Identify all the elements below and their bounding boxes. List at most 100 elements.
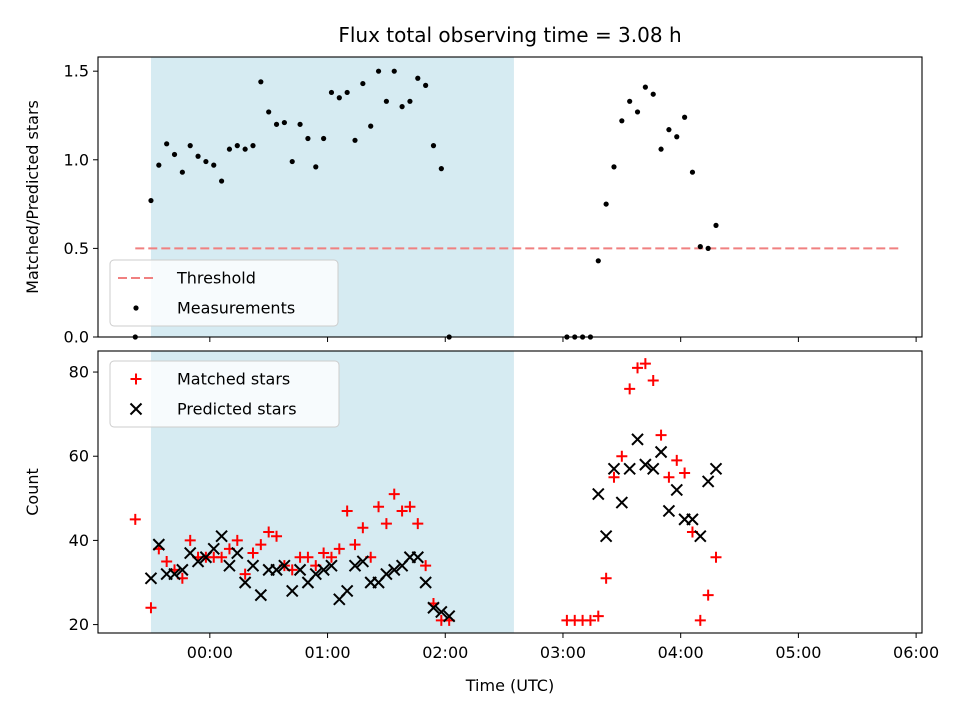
data-point [187, 143, 193, 149]
data-point [348, 559, 362, 572]
data-point [321, 135, 327, 142]
data-point [655, 429, 667, 441]
data-point [250, 143, 256, 149]
data-point [710, 551, 722, 563]
data-point [219, 178, 225, 184]
data-point [325, 559, 338, 572]
data-point [145, 602, 157, 614]
data-point [161, 555, 173, 567]
data-point [662, 504, 676, 518]
data-point [373, 501, 385, 513]
data-point [263, 526, 275, 538]
data-point [317, 563, 330, 577]
data-point [419, 576, 432, 589]
data-point [375, 68, 382, 74]
data-point [184, 534, 196, 546]
legend-predicted-swatch [129, 402, 143, 416]
data-point [246, 559, 260, 572]
data-point [595, 258, 601, 264]
data-point [607, 462, 621, 476]
data-point [650, 91, 656, 97]
data-point [148, 197, 154, 204]
data-point [254, 588, 268, 602]
data-point [207, 542, 220, 556]
data-point [627, 98, 633, 104]
data-point [682, 114, 688, 120]
data-point [286, 584, 299, 598]
data-point [234, 143, 240, 149]
data-point [663, 471, 675, 483]
data-point [231, 534, 243, 546]
data-point [313, 164, 319, 170]
data-point [705, 245, 711, 251]
data-point [599, 529, 613, 543]
data-point [603, 201, 609, 207]
data-point [357, 522, 369, 534]
data-point [176, 563, 189, 577]
data-point [168, 567, 181, 581]
y-tick-label: 1.0 [64, 150, 89, 169]
data-point [624, 383, 636, 395]
data-point [231, 546, 244, 560]
legend: Threshold Measurements [109, 259, 339, 327]
x-tick-label: 04:00 [658, 643, 704, 662]
y-tick-label: 0.5 [64, 239, 89, 258]
data-point [701, 475, 715, 488]
data-point [239, 568, 251, 580]
axes-frame [97, 56, 923, 338]
data-point [380, 518, 392, 530]
legend-label: Predicted stars [177, 400, 297, 419]
data-point [632, 362, 644, 374]
y-tick-label: 60 [69, 447, 89, 466]
data-point [674, 134, 680, 140]
x-tick-label: 03:00 [540, 643, 586, 662]
data-point [420, 560, 432, 572]
y-tick-label: 20 [69, 615, 89, 634]
data-point [349, 539, 361, 551]
axes-frame [97, 350, 923, 634]
data-point [289, 158, 295, 165]
data-point [442, 609, 456, 623]
data-point [438, 166, 444, 172]
data-point [302, 551, 314, 563]
y-axis-label: Matched/Predicted stars [23, 100, 42, 294]
data-point [671, 454, 683, 466]
data-point [238, 576, 252, 589]
data-point [697, 244, 703, 250]
data-point [164, 141, 170, 147]
data-point [318, 547, 330, 559]
panel-ratio: 0.0 0.5 1.0 1.5 Matched/Predicted stars Thres… [23, 56, 923, 347]
data-point [179, 169, 185, 175]
data-point [666, 127, 672, 133]
data-point [623, 462, 636, 476]
x-tick-label: 01:00 [304, 643, 350, 662]
y-tick-label: 1.5 [64, 62, 89, 81]
legend-matched-swatch [130, 373, 142, 385]
data-point [647, 374, 659, 386]
data-point [404, 501, 416, 513]
data-point [611, 164, 617, 170]
series-measurements [132, 68, 719, 340]
data-point [305, 135, 311, 142]
data-point [615, 496, 629, 509]
data-point [388, 563, 401, 577]
data-point [278, 559, 291, 572]
data-point [309, 567, 322, 581]
data-point [340, 584, 354, 598]
x-tick-label: 00:00 [187, 643, 233, 662]
data-point [430, 143, 437, 149]
legend-box [109, 360, 340, 428]
data-point [584, 614, 596, 626]
chart-title: Flux total observing time = 3.08 h [338, 23, 681, 47]
data-point [281, 119, 287, 126]
legend-label: Measurements [177, 299, 295, 318]
legend-label: Matched stars [177, 370, 290, 389]
data-point [412, 518, 424, 530]
data-point [689, 169, 696, 175]
data-point [258, 79, 264, 85]
data-point [223, 559, 236, 572]
data-point [266, 109, 272, 115]
y-tick-label: 40 [69, 531, 89, 550]
data-point [411, 551, 424, 564]
data-point [423, 82, 429, 88]
